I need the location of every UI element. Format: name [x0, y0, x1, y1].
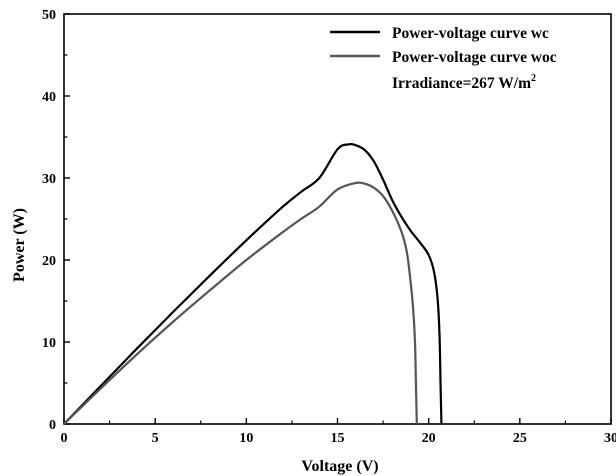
ticks: 0 5 10 15 20 25 30 0 10 20 30 40 50: [42, 8, 616, 446]
x-tick-label: 15: [331, 431, 345, 446]
x-tick-label: 25: [513, 431, 527, 446]
series-line-woc: [63, 181, 418, 425]
x-tick-label: 5: [152, 431, 159, 446]
x-tick-label: 30: [604, 431, 616, 446]
y-tick-label: 40: [42, 90, 56, 105]
legend: Power-voltage curve wc Power-voltage cur…: [330, 25, 557, 92]
x-tick-label: 20: [422, 431, 436, 446]
y-tick-label: 20: [42, 254, 56, 269]
legend-label-wc: Power-voltage curve wc: [392, 25, 549, 42]
y-tick-label: 30: [42, 172, 56, 187]
x-axis-title: Voltage (V): [301, 458, 378, 475]
y-axis-title: Power (W): [11, 208, 28, 282]
irradiance-annotation: Irradiance=267 W/m2: [392, 73, 536, 92]
x-tick-label: 10: [239, 431, 253, 446]
y-tick-label: 0: [49, 418, 56, 433]
x-tick-label: 0: [61, 431, 68, 446]
irradiance-text: Irradiance=267 W/m: [392, 75, 531, 92]
irradiance-superscript: 2: [531, 73, 536, 84]
legend-label-woc: Power-voltage curve woc: [392, 49, 557, 66]
series-group: [63, 142, 443, 425]
y-tick-label: 50: [42, 8, 56, 23]
series-line-wc: [63, 142, 443, 425]
y-tick-label: 10: [42, 336, 56, 351]
